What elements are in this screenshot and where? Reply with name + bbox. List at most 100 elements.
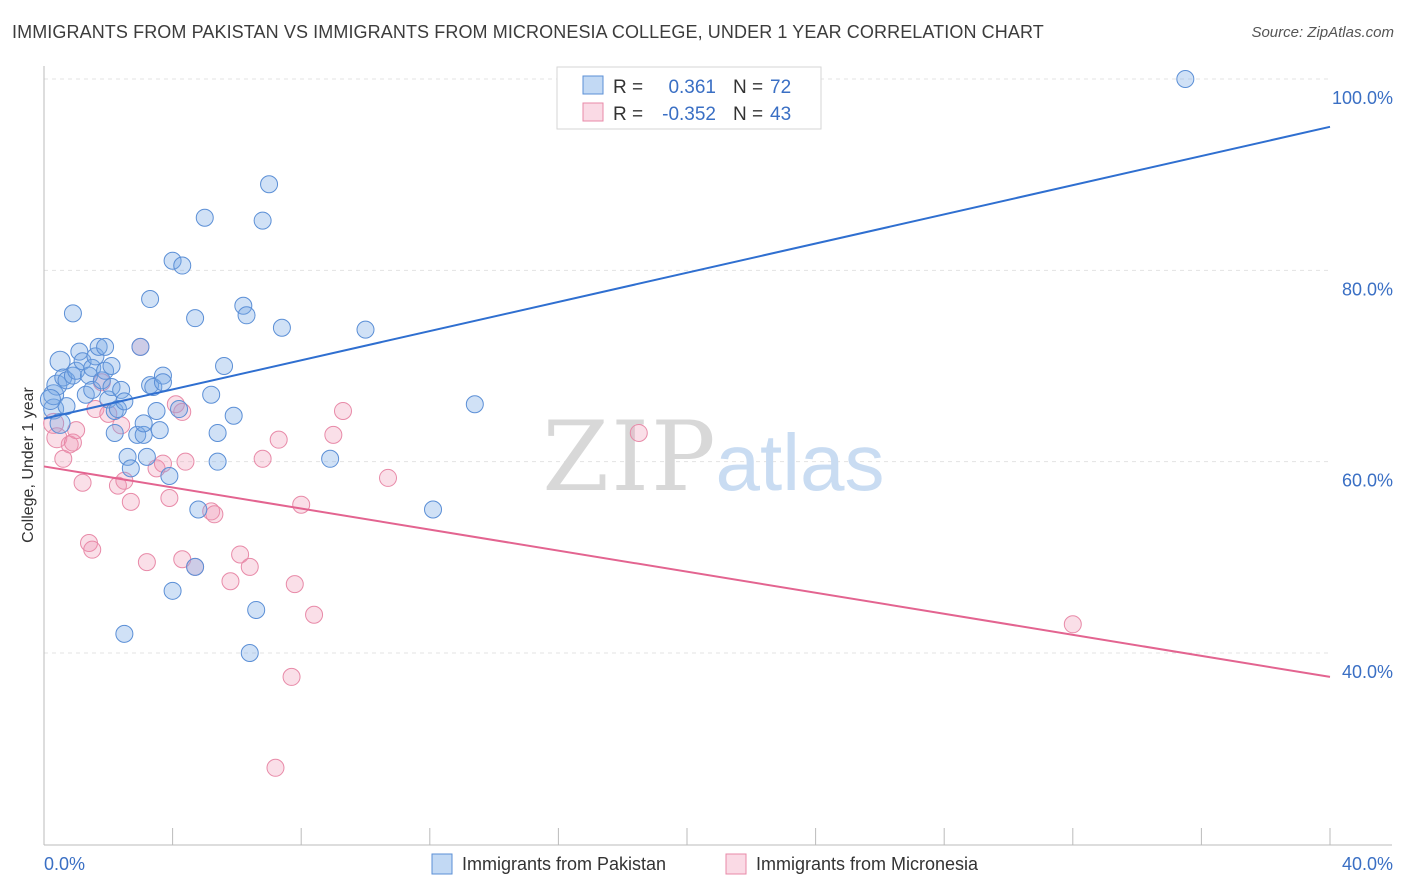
micronesia-point-33: [282, 667, 301, 686]
x-tick-label-1: 40.0%: [1342, 854, 1393, 874]
pakistan-point-33: [131, 337, 150, 356]
watermark-zip: ZIP: [542, 401, 717, 513]
pakistan-point-47: [170, 400, 189, 419]
pakistan-point-17: [86, 347, 105, 366]
pakistan-point-56: [215, 357, 234, 375]
micronesia-point-30: [240, 557, 259, 576]
legend-n-label-micronesia: N =: [733, 104, 763, 125]
pakistan-point-27: [108, 400, 127, 419]
pakistan-point-62: [253, 211, 272, 230]
pakistan-point-44: [160, 467, 179, 486]
pakistan-point-42: [153, 366, 172, 385]
pakistan-point-68: [465, 395, 484, 414]
legend-r-value-pakistan: 0.361: [668, 77, 716, 98]
pakistan-point-40: [147, 401, 166, 420]
pakistan-point-65: [321, 449, 340, 468]
y-axis-label: College, Under 1 year: [20, 387, 37, 543]
legend-n-label-pakistan: N =: [733, 77, 763, 98]
pakistan-trend-line: [43, 125, 1331, 420]
micronesia-point-20: [160, 489, 179, 508]
micronesia-point-15: [121, 492, 140, 511]
micronesia-point-17: [137, 553, 156, 572]
micronesia-point-21: [166, 395, 185, 414]
pakistan-point-52: [195, 208, 214, 227]
pakistan-point-49: [186, 309, 205, 328]
y-tick-label-2: 60.0%: [1342, 471, 1393, 491]
micronesia-point-28: [221, 572, 240, 591]
pakistan-point-28: [112, 380, 131, 399]
series-legend: Immigrants from Pakistan Immigrants from…: [431, 853, 979, 875]
source-label: Source: ZipAtlas.com: [1251, 24, 1394, 41]
micronesia-point-41: [1063, 615, 1082, 634]
micronesia-point-22: [173, 402, 192, 421]
legend-r-label-pakistan: R =: [613, 77, 643, 98]
legend-r-label-micronesia: R =: [613, 104, 643, 125]
bottom-legend-swatch-micronesia: [725, 853, 747, 875]
pakistan-point-58: [234, 296, 253, 315]
trend-lines: [43, 125, 1331, 678]
pakistan-point-57: [224, 406, 243, 425]
micronesia-point-31: [253, 449, 272, 468]
pakistan-point-50: [186, 557, 205, 576]
pakistan-point-55: [208, 452, 227, 471]
legend-r-value-micronesia: -0.352: [662, 104, 716, 125]
pakistan-point-26: [105, 423, 124, 442]
pakistan-point-45: [163, 251, 182, 270]
legend-n-value-pakistan: 72: [770, 77, 791, 98]
pakistan-point-31: [121, 459, 140, 478]
grid-lines: [44, 78, 1330, 654]
micronesia-point-34: [285, 575, 304, 594]
pakistan-point-53: [202, 385, 221, 404]
micronesia-point-39: [379, 468, 398, 487]
pakistan-point-4: [49, 412, 71, 434]
pakistan-point-70: [115, 624, 134, 643]
micronesia-point-40: [629, 423, 648, 442]
pakistan-point-39: [144, 378, 163, 397]
bottom-legend-label-pakistan: Immigrants from Pakistan: [462, 854, 666, 874]
legend-swatch-micronesia: [582, 102, 604, 122]
pakistan-point-30: [118, 447, 137, 466]
pakistan-point-67: [424, 500, 443, 519]
pakistan-point-51: [189, 500, 208, 519]
micronesia-point-32: [269, 430, 288, 449]
pakistan-point-8: [63, 304, 82, 323]
x-tick-label-0: 0.0%: [44, 854, 85, 874]
micronesia-point-24: [176, 452, 195, 471]
pakistan-point-63: [260, 175, 279, 194]
micronesia-point-42: [266, 758, 285, 777]
legend-swatch-pakistan: [582, 75, 604, 95]
micronesia-point-35: [292, 495, 311, 514]
micronesia-point-38: [333, 401, 352, 420]
pakistan-point-35: [134, 414, 153, 433]
pakistan-point-18: [89, 337, 108, 356]
watermark-atlas: atlas: [716, 418, 885, 507]
pakistan-point-3: [49, 350, 71, 372]
pakistan-point-38: [141, 290, 160, 309]
pakistan-point-69: [1176, 70, 1195, 88]
pakistan-point-71: [39, 388, 61, 410]
micronesia-point-37: [324, 425, 343, 444]
micronesia-point-29: [231, 545, 250, 564]
y-tick-label-1: 80.0%: [1342, 279, 1393, 299]
tick-labels: 100.0% 80.0% 60.0% 40.0% 0.0% 40.0%: [44, 88, 1393, 874]
pakistan-point-21: [96, 337, 115, 356]
chart-title: IMMIGRANTS FROM PAKISTAN VS IMMIGRANTS F…: [12, 22, 1044, 42]
pakistan-point-32: [128, 425, 147, 444]
bottom-legend-swatch-pakistan: [431, 853, 453, 875]
micronesia-point-36: [305, 605, 324, 624]
stats-legend: R = 0.361 N = 72 R = -0.352 N = 43: [556, 66, 822, 130]
legend-n-value-micronesia: 43: [770, 104, 791, 125]
pakistan-points: [39, 70, 1195, 662]
bottom-legend-label-micronesia: Immigrants from Micronesia: [756, 854, 979, 874]
axes: [43, 66, 1392, 846]
y-tick-label-0: 100.0%: [1332, 88, 1393, 108]
pakistan-point-19: [92, 371, 111, 390]
pakistan-point-43: [153, 373, 172, 392]
micronesia-trend-line: [43, 465, 1331, 678]
micronesia-point-8: [83, 540, 102, 559]
pakistan-point-36: [137, 447, 156, 466]
micronesia-point-27: [205, 505, 224, 524]
pakistan-point-61: [247, 600, 266, 619]
pakistan-point-64: [272, 318, 291, 337]
